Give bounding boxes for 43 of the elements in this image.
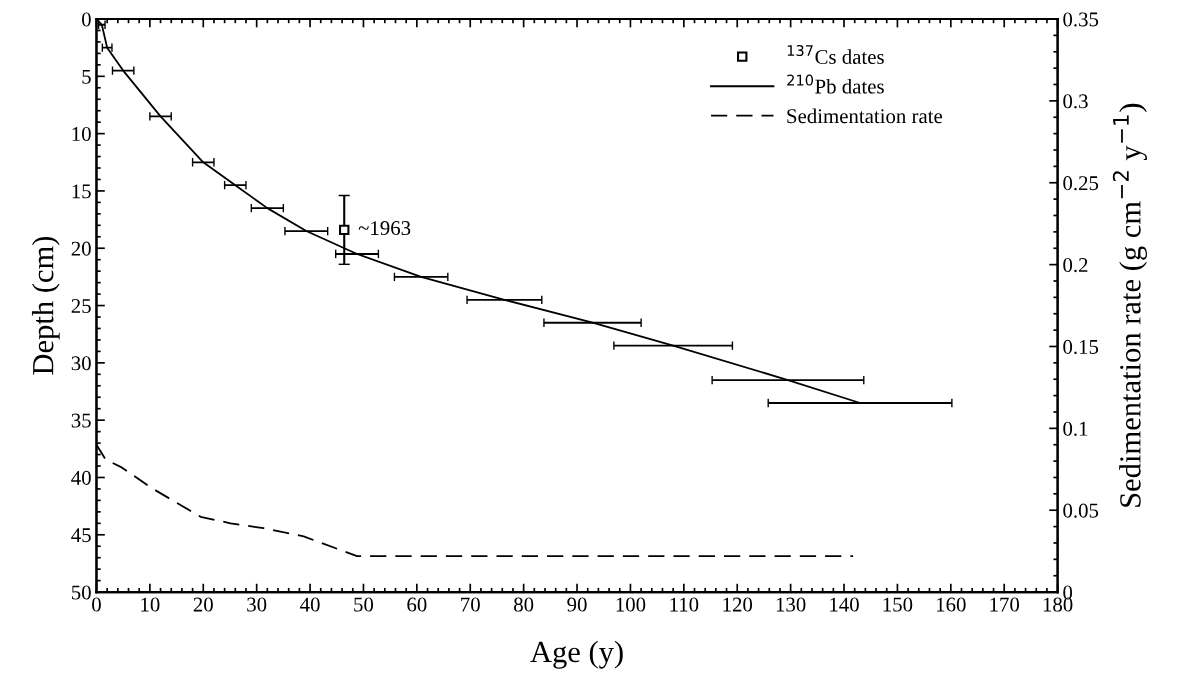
legend-label: Sedimentation rate xyxy=(787,108,943,124)
y2-tick-label: 0.3 xyxy=(1063,94,1088,109)
x-tick-label: 0 xyxy=(92,597,101,612)
y-tick-label: 40 xyxy=(71,470,91,485)
x-tick-label: 60 xyxy=(407,597,427,612)
y2-tick-label: 0.35 xyxy=(1063,12,1099,27)
y-tick-label: 5 xyxy=(82,69,91,84)
y2-tick-label: 0.05 xyxy=(1063,503,1099,518)
y-tick-label: 0 xyxy=(81,12,91,27)
x-tick-label: 140 xyxy=(830,597,859,612)
x-tick-label: 80 xyxy=(514,597,534,612)
x-tick-label: 70 xyxy=(461,597,480,612)
x-tick-label: 90 xyxy=(567,597,587,612)
y-tick-label: 10 xyxy=(72,127,91,142)
y-tick-label: 35 xyxy=(71,413,91,428)
y2-axis-title: Sedimentation rate (g cm$^{−2}$ y$^{−1}$) xyxy=(1112,103,1147,507)
x-tick-label: 110 xyxy=(670,597,699,612)
x-tick-label: 20 xyxy=(193,597,213,612)
x-tick-label: 170 xyxy=(990,597,1020,612)
y2-tick-label: 0.15 xyxy=(1063,339,1099,355)
x-tick-label: 40 xyxy=(300,597,320,612)
annotation: ~1963 xyxy=(358,221,411,236)
y-axis-title: Depth (cm) xyxy=(31,236,60,375)
x-axis-title: Age (y) xyxy=(530,640,623,669)
x-tick-label: 100 xyxy=(616,597,646,612)
y-tick-label: 25 xyxy=(71,298,91,313)
x-tick-label: 150 xyxy=(883,597,913,612)
y-tick-label: 45 xyxy=(71,528,91,543)
x-tick-label: 130 xyxy=(776,597,806,612)
x-tick-label: 10 xyxy=(141,597,160,612)
y2-tick-label: 0.1 xyxy=(1063,421,1088,436)
x-tick-label: 30 xyxy=(247,597,267,612)
y-tick-label: 30 xyxy=(71,356,91,371)
legend-label: $^{210}$Pb dates xyxy=(787,74,884,94)
x-tick-label: 120 xyxy=(723,597,753,612)
legend-label: $^{137}$Cs dates xyxy=(787,45,884,64)
y2-tick-label: 0.25 xyxy=(1063,176,1099,191)
y-tick-label: 20 xyxy=(71,241,91,256)
x-tick-label: 50 xyxy=(354,597,374,612)
x-tick-label: 160 xyxy=(937,597,966,612)
y-tick-label: 15 xyxy=(72,184,91,199)
y2-tick-label: 0.2 xyxy=(1063,257,1088,273)
y-tick-label: 50 xyxy=(71,585,91,600)
